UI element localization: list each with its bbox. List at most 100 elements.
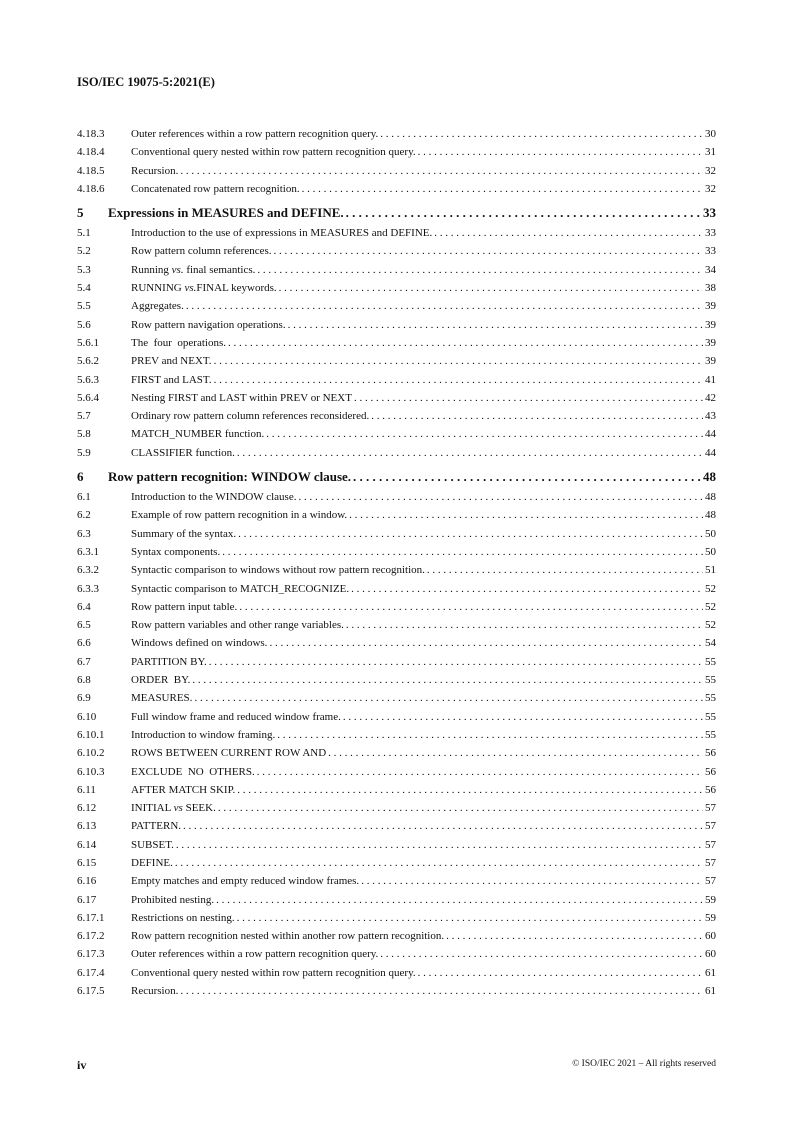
toc-entry[interactable]: 5.2 Row pattern column references. 33 (77, 242, 716, 260)
toc-entry[interactable]: 6.5 Row pattern variables and other range… (77, 616, 716, 634)
toc-entry-number: 4.18.4 (77, 146, 105, 159)
toc-entry[interactable]: 6.17 Prohibited nesting. 59 (77, 891, 716, 909)
toc-entry[interactable]: 6.4 Row pattern input table. 52 (77, 598, 716, 616)
toc-entry-page: 57 (705, 856, 716, 869)
toc-entry[interactable]: 5.8 MATCH_NUMBER function. 44 (77, 425, 716, 443)
toc-entry[interactable]: 6.14 SUBSET. 57 (77, 836, 716, 854)
toc-entry-number: 6.8 (77, 674, 91, 687)
toc-entry[interactable]: 6.7 PARTITION BY. 55 (77, 653, 716, 671)
dot-leader (237, 781, 703, 799)
toc-entry[interactable]: 6.17.5 Recursion. 61 (77, 982, 716, 1000)
toc-entry-page: 48 (703, 469, 716, 485)
toc-entry[interactable]: 6.17.2 Row pattern recognition nested wit… (77, 927, 716, 945)
toc-entry-page: 56 (705, 747, 716, 760)
toc-entry[interactable]: 6.13 PATTERN. 57 (77, 817, 716, 835)
toc-entry[interactable]: 6.11 AFTER MATCH SKIP. 56 (77, 781, 716, 799)
toc-entry[interactable]: 5.3 Running vs. final semantics. 34 (77, 261, 716, 279)
toc-entry-title: Windows defined on windows. (131, 637, 268, 650)
toc-entry[interactable]: 6.12 INITIAL vs SEEK. 57 (77, 799, 716, 817)
toc-entry[interactable]: 4.18.4 Conventional query nested within r… (77, 143, 716, 161)
toc-entry[interactable]: 6.3.2 Syntactic comparison to windows wit… (77, 561, 716, 579)
toc-entry-page: 39 (705, 318, 716, 331)
toc-entry[interactable]: 6.10 Full window frame and reduced window… (77, 708, 716, 726)
toc-entry-title: Full window frame and reduced window fra… (131, 710, 341, 723)
toc-entry-page: 55 (705, 692, 716, 705)
toc-entry[interactable]: 4.18.6 Concatenated row pattern recogniti… (77, 180, 716, 198)
toc-entry-number: 5.9 (77, 446, 91, 459)
toc-entry[interactable]: 6.10.2 ROWS BETWEEN CURRENT ROW AND 56 (77, 744, 716, 762)
toc-entry-title: Nesting FIRST and LAST within PREV or NE… (131, 391, 352, 404)
toc-entry-title: Syntactic comparison to windows without … (131, 564, 425, 577)
toc-entry[interactable]: 6.10.3 EXCLUDE NO OTHERS. 56 (77, 763, 716, 781)
dot-leader (349, 506, 703, 524)
toc-clause-entry[interactable]: 5 Expressions in MEASURES and DEFINE. 33 (77, 202, 716, 224)
dot-leader (194, 689, 703, 707)
toc-entry-number: 6.11 (77, 783, 96, 796)
toc-entry[interactable]: 5.6.3 FIRST and LAST. 41 (77, 371, 716, 389)
toc-entry[interactable]: 4.18.5 Recursion. 32 (77, 162, 716, 180)
toc-entry-page: 33 (705, 245, 716, 258)
toc-entry-page: 54 (705, 637, 716, 650)
toc-entry[interactable]: 6.17.3 Outer references within a row patt… (77, 945, 716, 963)
toc-entry-page: 30 (705, 128, 716, 140)
toc-entry-title: Row pattern recognition nested within an… (131, 930, 445, 943)
toc-entry-number: 6.16 (77, 875, 97, 888)
toc-entry[interactable]: 5.7 Ordinary row pattern column reference… (77, 407, 716, 425)
toc-entry[interactable]: 6.2 Example of row pattern recognition in… (77, 506, 716, 524)
toc-entry-page: 61 (705, 985, 716, 998)
toc-entry[interactable]: 5.5 Aggregates. 39 (77, 297, 716, 315)
toc-entry[interactable]: 5.6.2 PREV and NEXT. 39 (77, 352, 716, 370)
dot-leader (380, 125, 703, 143)
toc-entry[interactable]: 6.17.1 Restrictions on nesting. 59 (77, 909, 716, 927)
toc-entry-number: 6.3 (77, 527, 91, 540)
toc-entry[interactable]: 6.6 Windows defined on windows. 54 (77, 634, 716, 652)
toc-entry-number: 5.6.3 (77, 373, 99, 386)
toc-entry[interactable]: 5.4 RUNNING vs.FINAL keywords. 38 (77, 279, 716, 297)
toc-entry[interactable]: 6.1 Introduction to the WINDOW clause. 48 (77, 488, 716, 506)
toc-entry[interactable]: 6.15 DEFINE. 57 (77, 854, 716, 872)
toc-entry-title: PATTERN. (131, 820, 182, 833)
toc-entry-page: 57 (705, 875, 716, 888)
toc-entry-page: 39 (705, 355, 716, 368)
toc-entry[interactable]: 5.6 Row pattern navigation operations. 39 (77, 316, 716, 334)
toc-clause-entry[interactable]: 6 Row pattern recognition: WINDOW clause.… (77, 466, 716, 488)
dot-leader (274, 242, 704, 260)
dot-leader (192, 671, 703, 689)
toc-entry-number: 4.18.5 (77, 164, 105, 177)
toc-entry[interactable]: 5.6.4 Nesting FIRST and LAST within PREV … (77, 389, 716, 407)
toc-entry[interactable]: 5.1 Introduction to the use of expression… (77, 224, 716, 242)
dot-leader (266, 425, 703, 443)
toc-entry-title: Recursion. (131, 164, 179, 177)
toc-entry[interactable]: 6.3.1 Syntax components. 50 (77, 543, 716, 561)
toc-entry-title: SUBSET. (131, 838, 174, 851)
dot-leader (418, 143, 703, 161)
toc-entry-page: 39 (705, 336, 716, 349)
toc-entry-title: Syntactic comparison to MATCH_RECOGNIZE. (131, 582, 350, 595)
table-of-contents: 4.18.3 Outer references within a row patt… (77, 125, 716, 1000)
toc-entry[interactable]: 6.8 ORDER BY. 55 (77, 671, 716, 689)
toc-entry-number: 6.17.3 (77, 948, 105, 961)
toc-entry-page: 32 (705, 182, 716, 195)
toc-entry-title: Recursion. (131, 985, 179, 998)
toc-entry-title: Conventional query nested within row pat… (131, 966, 416, 979)
toc-entry[interactable]: 6.9 MEASURES. 55 (77, 689, 716, 707)
toc-entry-number: 6.10.3 (77, 765, 105, 778)
dot-leader (302, 180, 703, 198)
dot-leader (279, 279, 703, 297)
toc-entry[interactable]: 6.3 Summary of the syntax. 50 (77, 525, 716, 543)
toc-entry[interactable]: 6.10.1 Introduction to window framing. 55 (77, 726, 716, 744)
toc-entry-title: Ordinary row pattern column references r… (131, 410, 370, 423)
toc-entry-page: 57 (705, 838, 716, 851)
toc-entry-title: Outer references within a row pattern re… (131, 948, 379, 961)
toc-entry[interactable]: 5.6.1 The four operations. 39 (77, 334, 716, 352)
toc-entry[interactable]: 6.16 Empty matches and empty reduced wind… (77, 872, 716, 890)
toc-entry[interactable]: 5.9 CLASSIFIER function. 44 (77, 444, 716, 462)
toc-entry-page: 51 (705, 564, 716, 577)
toc-entry-number: 6 (77, 469, 84, 485)
toc-entry[interactable]: 6.3.3 Syntactic comparison to MATCH_RECOG… (77, 580, 716, 598)
dot-leader (238, 525, 703, 543)
toc-entry[interactable]: 4.18.3 Outer references within a row patt… (77, 125, 716, 143)
dot-leader (346, 616, 703, 634)
toc-entry[interactable]: 6.17.4 Conventional query nested within r… (77, 964, 716, 982)
toc-entry-title: Row pattern variables and other range va… (131, 619, 344, 632)
